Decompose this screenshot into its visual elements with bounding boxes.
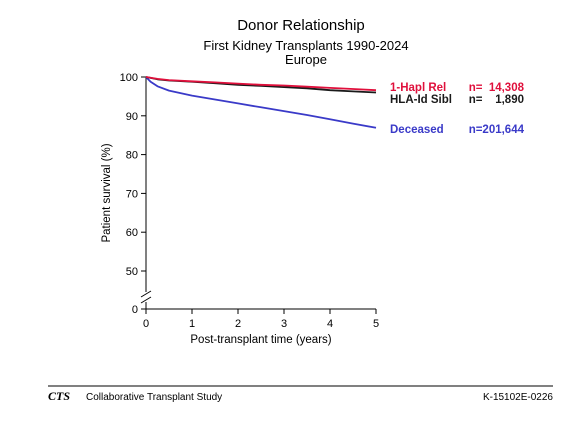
- x-tick-label: 0: [143, 318, 149, 330]
- cts-logo: CTS: [48, 389, 70, 403]
- y-axis-label: Patient survival (%): [101, 143, 113, 242]
- legend-count-deceased: n=201,644: [469, 124, 525, 136]
- y-tick-label: 90: [126, 111, 138, 123]
- chart-region: Europe: [285, 52, 327, 67]
- series-layer: [145, 76, 377, 129]
- y-tick-label: 70: [126, 188, 138, 200]
- y-tick-label: 60: [126, 227, 138, 239]
- x-axis-label: Post-transplant time (years): [190, 334, 331, 346]
- legend-label-deceased: Deceased: [390, 124, 444, 136]
- axis-break-mark: [140, 296, 152, 304]
- legend: 1-Hapl Rel n= 14,308 HLA-Id Sibl n= 1,890 De…: [390, 82, 525, 136]
- legend-label-hla-id-sibl: HLA-Id Sibl: [390, 94, 452, 106]
- x-tick-label: 3: [281, 318, 287, 330]
- series-line-1-hapl-rel: [145, 76, 377, 92]
- axis-break-mark: [140, 290, 152, 298]
- footer-code: K-15102E-0226: [483, 392, 553, 403]
- x-tick-label: 1: [189, 318, 195, 330]
- y-tick-label: 50: [126, 266, 138, 278]
- legend-label-1-hapl-rel: 1-Hapl Rel: [390, 82, 446, 94]
- series-line-deceased: [145, 76, 377, 129]
- chart-subtitle: First Kidney Transplants 1990-2024: [203, 38, 408, 53]
- x-tick-label: 2: [235, 318, 241, 330]
- legend-count-1-hapl-rel: n= 14,308: [469, 82, 525, 94]
- y-tick-label: 100: [120, 72, 138, 84]
- y-axis: 100 90 80 70 60 50 0: [120, 72, 152, 316]
- x-tick-label: 4: [327, 318, 333, 330]
- y-tick-label: 80: [126, 150, 138, 162]
- chart-title: Donor Relationship: [237, 17, 365, 34]
- footer-org-name: Collaborative Transplant Study: [86, 392, 222, 403]
- legend-count-hla-id-sibl: n= 1,890: [469, 94, 524, 106]
- x-axis: 0 1 2 3 4 5: [143, 308, 379, 330]
- x-tick-label: 5: [373, 318, 379, 330]
- y-tick-label: 0: [132, 304, 138, 316]
